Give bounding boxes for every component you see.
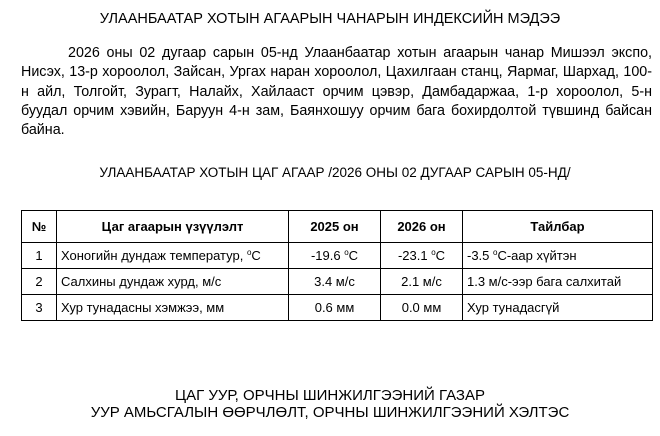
weather-title: УЛААНБААТАР ХОТЫН ЦАГ АГААР /2026 ОНЫ 02… (99, 165, 571, 180)
table-row: 1 Хоногийн дундаж температур, оC -19.6 о… (21, 242, 653, 269)
cell-note: -3.5 оC-аар хүйтэн (462, 242, 653, 269)
header-2026: 2026 он (380, 210, 463, 243)
cell-no: 2 (21, 268, 57, 295)
footer-organization: ЦАГ УУР, ОРЧНЫ ШИНЖИЛГЭЭНИЙ ГАЗАР (174, 387, 485, 404)
cell-indicator: Хоногийн дундаж температур, оC (56, 242, 289, 269)
header-indicator: Цаг агаарын үзүүлэлт (56, 210, 289, 243)
header-2025: 2025 он (288, 210, 381, 243)
cell-2026: 2.1 м/с (380, 268, 463, 295)
table-row: 2 Салхины дундаж хурд, м/с 3.4 м/с 2.1 м… (21, 268, 653, 295)
cell-2025: 3.4 м/с (288, 268, 381, 295)
footer-department: УУР АМЬСГАЛЫН ӨӨРЧЛӨЛТ, ОРЧНЫ ШИНЖИЛГЭЭН… (90, 404, 570, 421)
header-no: № (21, 210, 57, 243)
header-note: Тайлбар (462, 210, 653, 243)
cell-note: Хур тунадасгүй (462, 294, 653, 321)
cell-no: 1 (21, 242, 57, 269)
cell-note: 1.3 м/с-ээр бага салхитай (462, 268, 653, 295)
cell-2026: -23.1 оC (380, 242, 463, 269)
table-row: 3 Хур тунадасны хэмжээ, мм 0.6 мм 0.0 мм… (21, 294, 653, 321)
cell-2025: 0.6 мм (288, 294, 381, 321)
cell-2025: -19.6 оC (288, 242, 381, 269)
cell-no: 3 (21, 294, 57, 321)
document-title: УЛААНБААТАР ХОТЫН АГААРЫН ЧАНАРЫН ИНДЕКС… (99, 11, 561, 27)
air-quality-paragraph: 2026 оны 02 дугаар сарын 05-нд Улаанбаат… (21, 45, 652, 139)
cell-indicator: Салхины дундаж хурд, м/с (56, 268, 289, 295)
cell-2026: 0.0 мм (380, 294, 463, 321)
cell-indicator: Хур тунадасны хэмжээ, мм (56, 294, 289, 321)
weather-table: № Цаг агаарын үзүүлэлт 2025 он 2026 он Т… (21, 210, 653, 321)
table-header-row: № Цаг агаарын үзүүлэлт 2025 он 2026 он Т… (21, 210, 653, 243)
